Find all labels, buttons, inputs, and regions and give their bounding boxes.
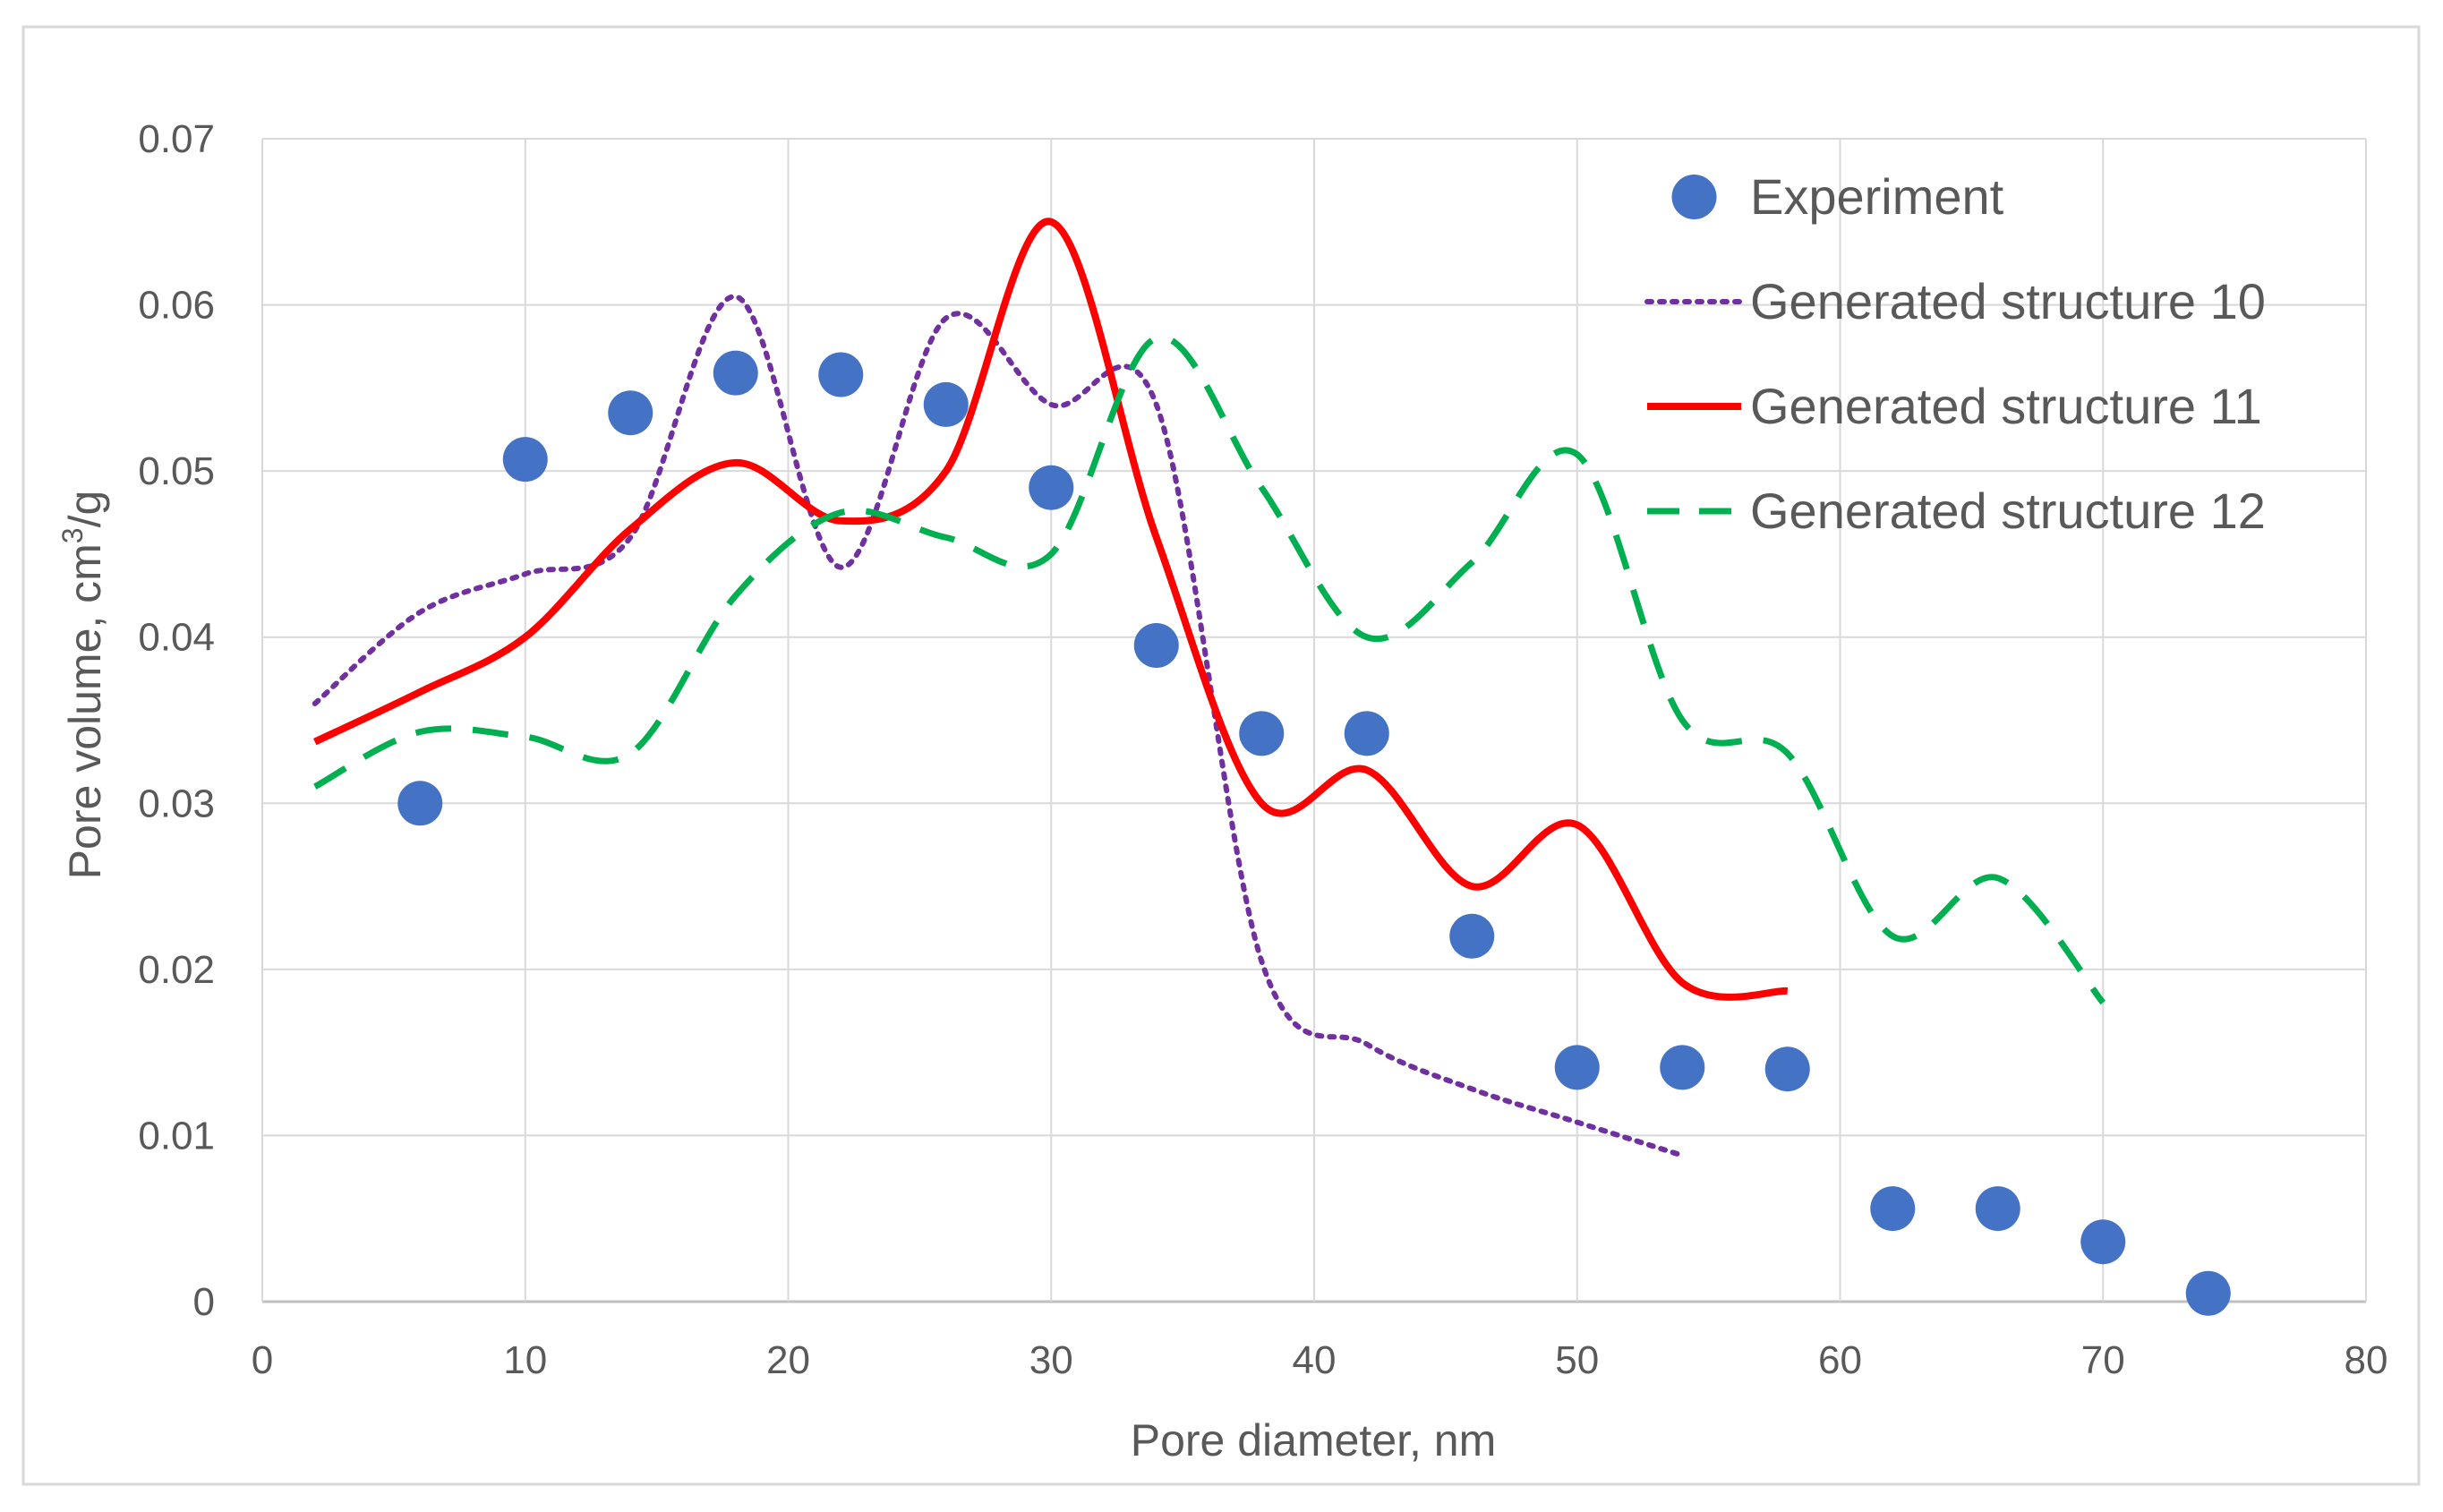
y-tick-label: 0.07 <box>138 117 215 161</box>
x-tick-label: 30 <box>1029 1338 1073 1382</box>
experiment-data-point <box>818 352 864 397</box>
experiment-data-point <box>1239 711 1285 756</box>
x-tick-label: 0 <box>252 1338 273 1382</box>
y-tick-label: 0.06 <box>138 284 215 328</box>
y-tick-label: 0 <box>193 1280 215 1324</box>
y-tick-label: 0.04 <box>138 616 215 660</box>
experiment-data-point <box>1764 1046 1810 1092</box>
y-axis-title-tail: /g <box>60 491 110 528</box>
experiment-data-point <box>1554 1045 1600 1090</box>
y-axis-title-superscript: 3 <box>56 527 89 543</box>
experiment-data-point <box>1660 1045 1705 1090</box>
series-line-generated-structure-11 <box>313 218 1789 1001</box>
y-axis-title-main: Pore volume, cm <box>60 543 110 879</box>
x-tick-label: 20 <box>766 1338 810 1382</box>
x-tick-label: 60 <box>1818 1338 1862 1382</box>
series-lines <box>312 218 2106 1158</box>
experiment-data-point <box>1870 1186 1916 1232</box>
x-axis-title: Pore diameter, nm <box>1131 1415 1497 1465</box>
experiment-data-point <box>1029 465 1074 510</box>
legend-label: Generated structure 11 <box>1750 378 2262 434</box>
y-tick-label: 0.03 <box>138 782 215 825</box>
x-axis-ticks: 0 10 20 30 40 50 60 70 80 <box>252 1338 2388 1382</box>
y-axis-ticks: 0 0.01 0.02 0.03 0.04 0.05 0.06 0.07 <box>138 117 215 1324</box>
legend: Experiment Generated structure 10 Generate… <box>1644 168 2266 539</box>
y-tick-label: 0.05 <box>138 449 215 493</box>
legend-label: Generated structure 12 <box>1750 483 2266 539</box>
experiment-data-point <box>608 390 653 436</box>
gridlines <box>261 138 2367 1303</box>
x-tick-label: 80 <box>2345 1338 2388 1382</box>
experiment-data-point <box>502 437 548 483</box>
x-tick-label: 70 <box>2081 1338 2125 1382</box>
experiment-data-point <box>1133 622 1179 668</box>
experiment-data-point <box>923 381 969 427</box>
y-tick-label: 0.02 <box>138 948 215 992</box>
experiment-data-point <box>1344 711 1389 756</box>
experiment-data-point <box>397 781 443 826</box>
legend-label: Experiment <box>1750 168 2004 225</box>
experiment-data-point <box>1449 913 1495 959</box>
series-markers <box>397 350 2231 1316</box>
x-tick-label: 10 <box>503 1338 547 1382</box>
experiment-data-point <box>713 350 758 396</box>
experiment-data-point <box>2080 1219 2126 1265</box>
series-line-generated-structure-12 <box>313 334 2106 1005</box>
x-tick-label: 40 <box>1293 1338 1337 1382</box>
y-axis-title: Pore volume, cm3/g <box>56 491 110 880</box>
experiment-data-point <box>2185 1270 2231 1316</box>
y-tick-label: 0.01 <box>138 1114 215 1157</box>
x-tick-label: 50 <box>1555 1338 1599 1382</box>
legend-label: Generated structure 10 <box>1750 273 2266 329</box>
experiment-data-point <box>1975 1186 2020 1232</box>
legend-marker-experiment <box>1671 175 1717 219</box>
